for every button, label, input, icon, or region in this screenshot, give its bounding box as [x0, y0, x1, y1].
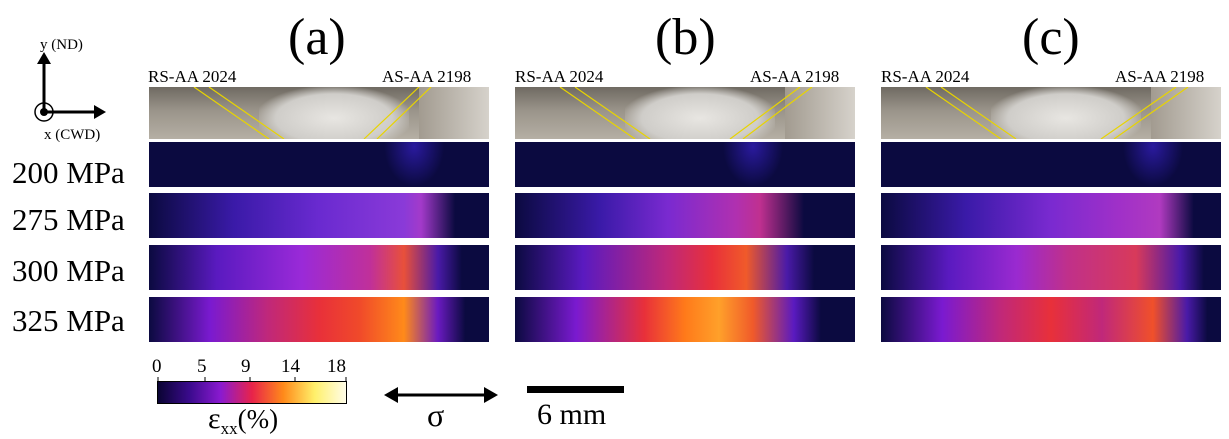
colorbar-label-sub: xx [220, 419, 238, 438]
panel-c-as-label: AS-AA 2198 [1115, 67, 1205, 86]
panel-b-strain-200 [515, 142, 855, 187]
colorbar-label-symbol: ε [208, 402, 221, 435]
panel-a-as-label: AS-AA 2198 [382, 67, 472, 86]
colorbar-ticks [157, 377, 347, 382]
panel-c-strain-200 [881, 142, 1221, 187]
panel-b-strain-325 [515, 297, 855, 342]
stress-label-300: 300 MPa [12, 253, 125, 288]
colorbar-tick-14: 14 [281, 356, 300, 377]
panel-a-strain-275 [149, 193, 489, 238]
panel-b-strain-275 [515, 193, 855, 238]
colorbar-tick-9: 9 [241, 356, 251, 377]
panel-b-micrograph [515, 87, 855, 139]
axes-arrows-icon [34, 52, 106, 122]
panel-c-strain-300 [881, 245, 1221, 290]
panel-b-strain-300 [515, 245, 855, 290]
panel-c-strain-275 [881, 193, 1221, 238]
panel-c-strain-325 [881, 297, 1221, 342]
stress-label-200: 200 MPa [12, 155, 125, 190]
panel-a-strain-200 [149, 142, 489, 187]
panel-a-letter: (a) [288, 9, 346, 66]
panel-b-letter: (b) [655, 9, 716, 66]
colorbar-tick-18: 18 [327, 356, 346, 377]
panel-a-strain-300 [149, 245, 489, 290]
panel-a-rs-label: RS-AA 2024 [148, 67, 237, 86]
colorbar-label: εxx(%) [208, 402, 279, 438]
stress-label-275: 275 MPa [12, 202, 125, 237]
colorbar [157, 381, 347, 404]
stress-label-325: 325 MPa [12, 303, 125, 338]
panel-c-rs-label: RS-AA 2024 [881, 67, 970, 86]
panel-a-strain-325 [149, 297, 489, 342]
panel-c-micrograph [881, 87, 1221, 139]
panel-a-micrograph [149, 87, 489, 139]
x-axis-label: x (CWD) [44, 127, 101, 143]
double-arrow-icon [384, 387, 498, 403]
colorbar-tick-0: 0 [152, 356, 162, 377]
panel-b-as-label: AS-AA 2198 [750, 67, 840, 86]
scale-bar [527, 386, 624, 393]
panel-c-letter: (c) [1022, 9, 1080, 66]
colorbar-label-unit: (%) [237, 404, 279, 434]
scale-bar-label: 6 mm [537, 398, 607, 431]
panel-b-rs-label: RS-AA 2024 [515, 67, 604, 86]
colorbar-tick-5: 5 [197, 356, 207, 377]
sigma-symbol: σ [427, 397, 445, 433]
y-axis-label: y (ND) [40, 37, 83, 53]
